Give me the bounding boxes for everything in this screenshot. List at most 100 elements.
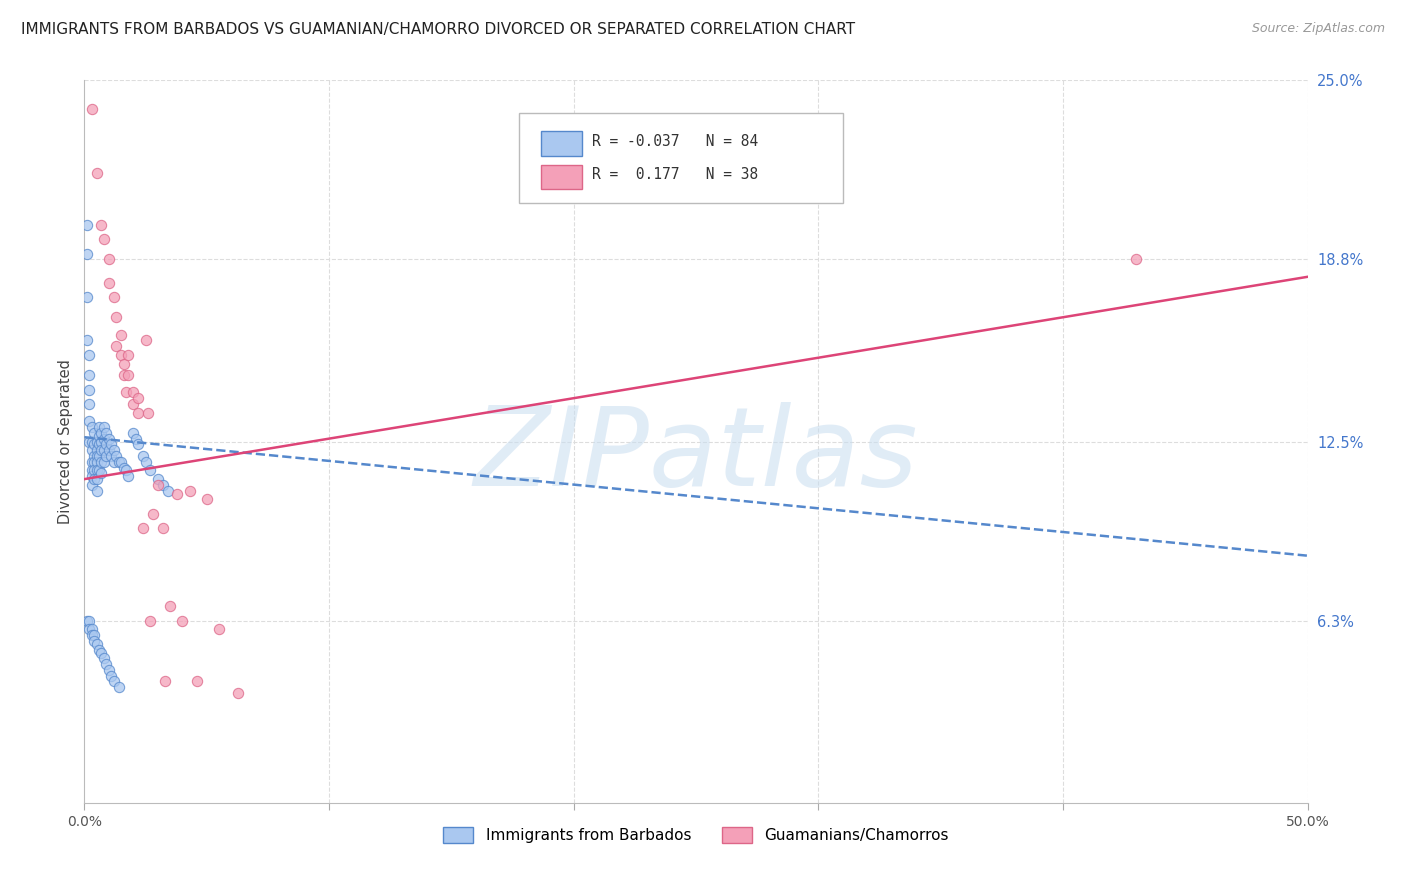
Point xyxy=(80,102,103,116)
Text: R =  0.177   N = 38: R = 0.177 N = 38 xyxy=(592,167,758,182)
Point xyxy=(77,397,100,411)
FancyBboxPatch shape xyxy=(519,112,842,203)
Text: IMMIGRANTS FROM BARBADOS VS GUAMANIAN/CHAMORRO DIVORCED OR SEPARATED CORRELATION: IMMIGRANTS FROM BARBADOS VS GUAMANIAN/CH… xyxy=(21,22,855,37)
Point xyxy=(122,425,145,440)
Point xyxy=(112,357,135,371)
Point xyxy=(87,429,110,443)
Point xyxy=(90,425,112,440)
Text: R = -0.037   N = 84: R = -0.037 N = 84 xyxy=(592,134,758,149)
Point xyxy=(105,449,128,463)
Point xyxy=(77,414,100,428)
Point xyxy=(153,674,176,689)
Point xyxy=(87,420,110,434)
Point xyxy=(100,437,122,451)
Point xyxy=(77,434,100,449)
Text: ZIPatlas: ZIPatlas xyxy=(474,402,918,509)
Point xyxy=(228,686,250,700)
Point xyxy=(103,455,125,469)
Point xyxy=(80,420,103,434)
Point xyxy=(96,437,118,451)
Point xyxy=(93,443,115,458)
Point xyxy=(77,383,100,397)
Point xyxy=(132,449,155,463)
Point xyxy=(86,483,108,498)
Point xyxy=(90,218,112,232)
Point xyxy=(86,166,108,180)
Point xyxy=(80,628,103,642)
Point xyxy=(97,432,120,446)
Point xyxy=(107,680,129,694)
Point xyxy=(105,310,128,325)
Point xyxy=(110,327,132,342)
Point xyxy=(127,437,149,451)
Point xyxy=(172,614,194,628)
Point xyxy=(136,406,159,420)
Point xyxy=(77,614,100,628)
Point xyxy=(80,434,103,449)
Point xyxy=(139,463,162,477)
Point xyxy=(86,463,108,477)
Point xyxy=(96,425,118,440)
Point xyxy=(122,397,145,411)
Point xyxy=(105,339,128,353)
Point xyxy=(186,674,208,689)
Point xyxy=(76,246,98,260)
FancyBboxPatch shape xyxy=(541,164,582,189)
Point xyxy=(83,425,105,440)
Point xyxy=(87,642,110,657)
Point xyxy=(93,432,115,446)
Point xyxy=(103,674,125,689)
Point xyxy=(80,469,103,483)
Point xyxy=(76,334,98,348)
Point xyxy=(97,663,120,677)
Point xyxy=(117,469,139,483)
Point xyxy=(110,455,132,469)
Point xyxy=(100,449,122,463)
Point xyxy=(83,449,105,463)
Point xyxy=(86,434,108,449)
Point xyxy=(87,463,110,477)
Point xyxy=(86,472,108,486)
Point xyxy=(90,434,112,449)
Point xyxy=(117,348,139,362)
Point xyxy=(80,623,103,637)
Point xyxy=(135,455,157,469)
Point xyxy=(90,455,112,469)
Point xyxy=(135,334,157,348)
Point xyxy=(77,623,100,637)
Point xyxy=(112,460,135,475)
Point xyxy=(97,276,120,290)
Point xyxy=(112,368,135,382)
Point xyxy=(208,623,231,637)
Point xyxy=(146,472,169,486)
Point xyxy=(77,368,100,382)
Point xyxy=(93,232,115,246)
Point xyxy=(90,646,112,660)
Point xyxy=(86,637,108,651)
Point xyxy=(83,463,105,477)
Y-axis label: Divorced or Separated: Divorced or Separated xyxy=(58,359,73,524)
Point xyxy=(152,478,174,492)
Point xyxy=(139,614,162,628)
Point xyxy=(107,455,129,469)
Point xyxy=(115,385,138,400)
Point xyxy=(76,290,98,304)
Point xyxy=(117,368,139,382)
Point xyxy=(166,486,188,500)
Point xyxy=(83,437,105,451)
Point xyxy=(93,455,115,469)
Point xyxy=(86,449,108,463)
Point xyxy=(125,432,148,446)
Point xyxy=(97,443,120,458)
Point xyxy=(152,521,174,535)
Point xyxy=(80,478,103,492)
Point xyxy=(76,614,98,628)
Point xyxy=(127,391,149,405)
Point xyxy=(100,668,122,682)
Point xyxy=(146,478,169,492)
Point xyxy=(127,406,149,420)
Point xyxy=(77,348,100,362)
Point xyxy=(83,472,105,486)
Point xyxy=(86,455,108,469)
Point xyxy=(87,437,110,451)
